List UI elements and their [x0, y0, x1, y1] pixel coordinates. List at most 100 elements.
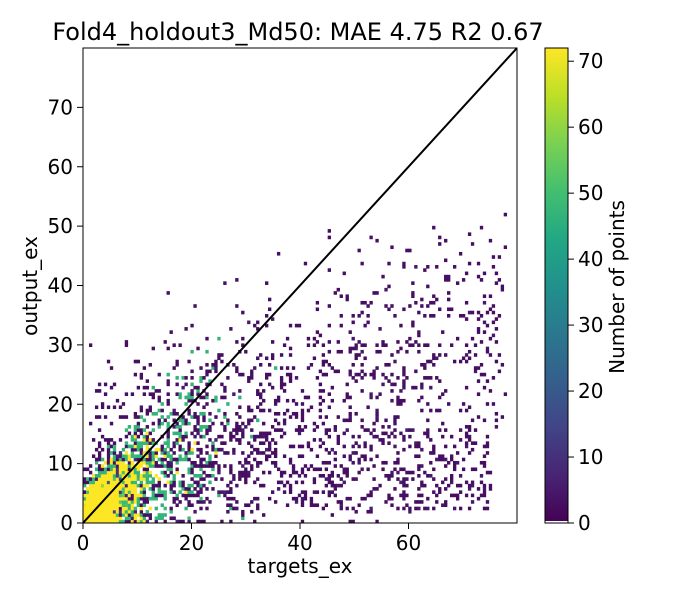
heatmap-cell: [223, 441, 227, 445]
heatmap-cell: [133, 509, 138, 514]
heatmap-cell: [196, 474, 200, 478]
heatmap-cell: [88, 516, 93, 521]
heatmap-cell: [148, 362, 152, 367]
heatmap-cell: [285, 480, 290, 485]
heatmap-cell: [94, 513, 99, 517]
heatmap-cell: [121, 483, 126, 488]
heatmap-cell: [405, 376, 409, 380]
heatmap-cell: [178, 500, 182, 504]
heatmap-cell: [321, 441, 326, 445]
heatmap-cell: [238, 460, 242, 465]
heatmap-cell: [109, 513, 114, 517]
y-tick-label: 0: [60, 511, 73, 535]
heatmap-cell: [151, 392, 155, 396]
heatmap-cell: [363, 343, 367, 348]
heatmap-cell: [100, 470, 105, 475]
heatmap-cell: [294, 376, 299, 380]
heatmap-cell: [208, 438, 212, 442]
heatmap-cell: [420, 493, 424, 498]
heatmap-cell: [357, 353, 361, 357]
heatmap-cell: [288, 444, 293, 449]
heatmap-cell: [488, 353, 493, 357]
heatmap-cell: [294, 402, 299, 406]
heatmap-cell: [327, 349, 332, 354]
heatmap-cell: [253, 457, 257, 462]
heatmap-cell: [133, 474, 138, 478]
heatmap-cell: [276, 395, 281, 400]
heatmap-cell: [142, 516, 147, 521]
heatmap-cell: [106, 457, 111, 462]
heatmap-cell: [151, 480, 155, 485]
heatmap-cell: [145, 425, 149, 429]
heatmap-cell: [321, 506, 326, 511]
heatmap-cell: [151, 421, 155, 426]
heatmap-cell: [172, 516, 176, 521]
heatmap-cell: [205, 506, 209, 511]
heatmap-cell: [217, 356, 221, 361]
heatmap-cell: [288, 474, 293, 478]
heatmap-cell: [253, 519, 257, 523]
heatmap-cell: [166, 402, 170, 406]
heatmap-cell: [345, 428, 349, 432]
heatmap-cell: [300, 389, 305, 393]
heatmap-cell: [127, 425, 132, 429]
heatmap-cell: [133, 431, 138, 436]
heatmap-cell: [351, 477, 355, 481]
heatmap-cell: [491, 304, 496, 308]
heatmap-cell: [145, 474, 149, 478]
heatmap-cell: [184, 457, 188, 462]
heatmap-cell: [494, 271, 499, 276]
heatmap-cell: [426, 434, 430, 439]
heatmap-cell: [405, 493, 409, 498]
heatmap-cell: [372, 372, 376, 377]
heatmap-cell: [148, 487, 152, 491]
heatmap-cell: [190, 470, 194, 475]
heatmap-cell: [267, 431, 272, 436]
heatmap-cell: [256, 460, 260, 465]
heatmap-cell: [112, 454, 117, 459]
heatmap-cell: [232, 362, 236, 367]
heatmap-cell: [485, 500, 490, 504]
heatmap-cell: [408, 509, 412, 514]
heatmap-cell: [476, 330, 481, 334]
heatmap-cell: [151, 496, 155, 501]
heatmap-cell: [172, 451, 176, 455]
heatmap-cell: [91, 474, 96, 478]
heatmap-cell: [214, 451, 218, 455]
heatmap-cell: [447, 460, 451, 465]
heatmap-cell: [130, 454, 135, 459]
heatmap-cell: [426, 496, 430, 501]
heatmap-cell: [151, 477, 155, 481]
heatmap-cell: [91, 519, 96, 523]
heatmap-cell: [106, 483, 111, 488]
heatmap-cell: [491, 333, 496, 338]
heatmap-cell: [315, 340, 320, 344]
heatmap-cell: [172, 408, 176, 413]
heatmap-cell: [103, 506, 108, 511]
heatmap-cell: [402, 467, 406, 472]
heatmap-cell: [142, 474, 147, 478]
heatmap-cell: [133, 493, 138, 498]
heatmap-cell: [276, 467, 281, 472]
heatmap-cell: [321, 460, 326, 465]
heatmap-cell: [450, 454, 454, 459]
heatmap-cell: [220, 447, 224, 452]
heatmap-cell: [300, 444, 305, 449]
heatmap-cell: [223, 493, 227, 498]
heatmap-cell: [288, 483, 293, 488]
heatmap-cell: [405, 349, 409, 354]
heatmap-cell: [127, 454, 132, 459]
heatmap-cell: [250, 434, 254, 439]
heatmap-cell: [291, 366, 296, 370]
heatmap-cell: [458, 490, 463, 494]
heatmap-cell: [479, 362, 484, 367]
heatmap-cell: [136, 464, 141, 468]
heatmap-cell: [470, 336, 475, 341]
heatmap-cell: [435, 483, 439, 488]
heatmap-cell: [345, 418, 349, 423]
heatmap-cell: [88, 483, 93, 488]
heatmap-cell: [214, 460, 218, 465]
heatmap-cell: [241, 431, 245, 436]
heatmap-cell: [115, 509, 120, 514]
heatmap-cell: [175, 362, 179, 367]
